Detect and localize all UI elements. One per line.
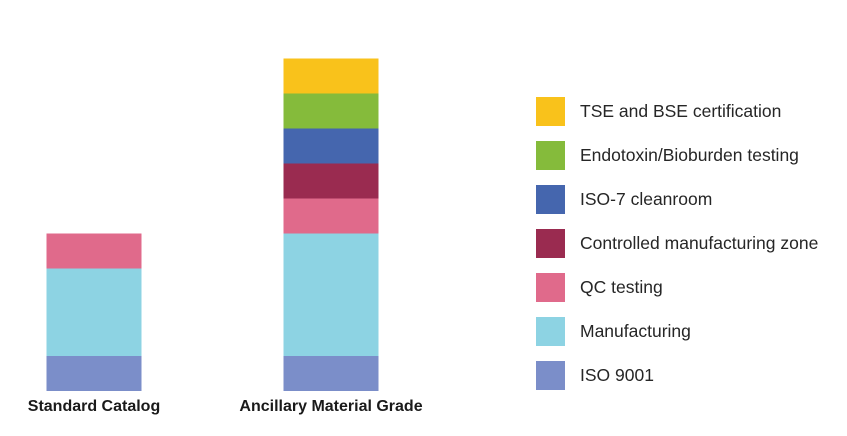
bar-segment-iso-9001-0 bbox=[46, 356, 142, 391]
legend-label: Controlled manufacturing zone bbox=[580, 233, 819, 253]
bar-segment-iso-7-cleanroom-1 bbox=[283, 128, 379, 164]
bar-segment-qc-testing-1 bbox=[283, 198, 379, 234]
bar-segment-controlled-manufacturing-zone-1 bbox=[283, 163, 379, 199]
legend-label: QC testing bbox=[580, 277, 663, 297]
bar-segment-endotoxin-bioburden-testing-1 bbox=[283, 93, 379, 129]
legend-label: TSE and BSE certification bbox=[580, 101, 782, 121]
category-label-ancillary-material-grade: Ancillary Material Grade bbox=[239, 398, 423, 415]
legend-swatch bbox=[536, 273, 565, 302]
legend-label: ISO-7 cleanroom bbox=[580, 189, 713, 209]
bar-segment-manufacturing-0 bbox=[46, 268, 142, 356]
legend-label: Manufacturing bbox=[580, 321, 691, 341]
legend-swatch bbox=[536, 317, 565, 346]
bar-segment-manufacturing-1 bbox=[283, 233, 379, 356]
legend-label: ISO 9001 bbox=[580, 365, 654, 385]
bar-segment-tse-and-bse-certification-1 bbox=[283, 58, 379, 94]
legend-swatch bbox=[536, 229, 565, 258]
legend-swatch bbox=[536, 97, 565, 126]
legend-swatch bbox=[536, 361, 565, 390]
bar-segment-iso-9001-1 bbox=[283, 356, 379, 391]
legend-swatch bbox=[536, 141, 565, 170]
legend-label: Endotoxin/Bioburden testing bbox=[580, 145, 799, 165]
bar-segment-qc-testing-0 bbox=[46, 233, 142, 269]
legend-swatch bbox=[536, 185, 565, 214]
category-label-standard-catalog: Standard Catalog bbox=[27, 398, 161, 415]
